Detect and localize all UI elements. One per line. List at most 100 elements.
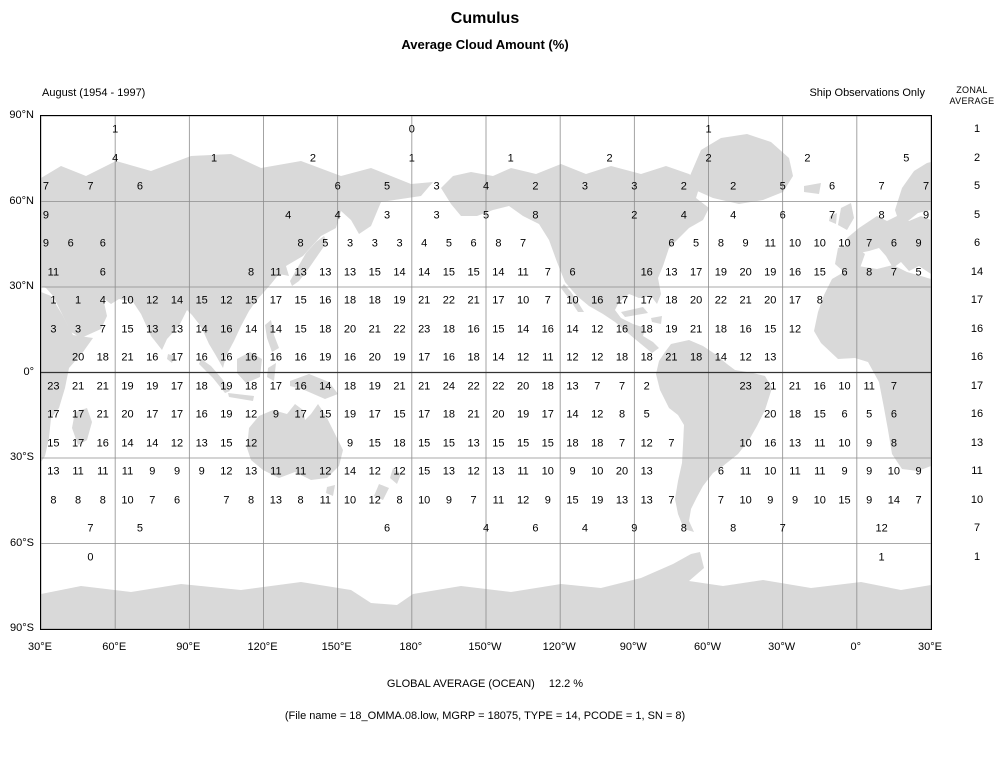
file-info-label: (File name = 18_OMMA.08.low, MGRP = 1807… xyxy=(284,710,686,722)
grid-value: 19 xyxy=(516,408,530,421)
grid-value: 16 xyxy=(294,380,307,393)
grid-value: 19 xyxy=(121,380,134,393)
grid-value: 3 xyxy=(433,180,440,193)
grid-value: 20 xyxy=(121,408,134,421)
grid-value: 8 xyxy=(878,209,885,222)
grid-value: 11 xyxy=(294,465,307,478)
grid-value: 13 xyxy=(566,380,579,393)
grid-value: 22 xyxy=(714,294,728,307)
lon-tick-label: 30°W xyxy=(768,641,796,653)
grid-value: 8 xyxy=(890,437,897,450)
grid-value: 21 xyxy=(764,380,777,393)
grid-value: 8 xyxy=(816,294,823,307)
lon-tick-label: 0° xyxy=(850,641,862,653)
grid-value: 6 xyxy=(829,180,836,193)
grid-value: 20 xyxy=(343,323,357,336)
lon-tick-label: 60°W xyxy=(693,641,722,653)
grid-value: 10 xyxy=(838,437,851,450)
global-average-value: 12.2 % xyxy=(548,678,584,690)
grid-value: 14 xyxy=(566,323,579,336)
grid-value: 9 xyxy=(173,465,181,478)
zonal-average-value: 17 xyxy=(970,379,984,392)
grid-value: 1 xyxy=(408,152,415,165)
grid-value: 11 xyxy=(121,465,134,478)
zonal-average-header: ZONAL AVERAGE xyxy=(947,85,997,107)
grid-value: 6 xyxy=(67,237,74,250)
grid-value: 16 xyxy=(343,351,357,364)
grid-value: 18 xyxy=(368,294,381,307)
grid-value: 17 xyxy=(492,294,505,307)
grid-value: 20 xyxy=(516,380,530,393)
grid-value: 7 xyxy=(594,380,601,393)
grid-value: 15 xyxy=(566,494,579,507)
grid-value: 6 xyxy=(470,237,477,250)
grid-value: 12 xyxy=(220,294,233,307)
grid-value: 14 xyxy=(319,380,332,393)
grid-value: 8 xyxy=(730,522,737,535)
grid-value: 2 xyxy=(680,180,687,193)
island-sumatra xyxy=(199,359,230,393)
island-ireland xyxy=(829,213,837,224)
continent-europe xyxy=(847,216,931,274)
grid-value: 15 xyxy=(467,266,480,279)
grid-value: 22 xyxy=(442,294,456,307)
grid-value: 9 xyxy=(346,437,354,450)
zonal-average-column: 1 2 5 5 6 14 17 16 16 17 16 13 11 10 7 1 xyxy=(930,115,998,628)
grid-value: 3 xyxy=(384,209,391,222)
grid-value: 15 xyxy=(319,408,332,421)
grid-value: 14 xyxy=(418,266,431,279)
grid-value: 4 xyxy=(482,180,490,193)
grid-value: 8 xyxy=(618,408,626,421)
grid-value: 16 xyxy=(220,323,233,336)
lon-tick-label: 60°E xyxy=(102,641,127,653)
global-average-label: GLOBAL AVERAGE (OCEAN) 12.2 % xyxy=(40,678,930,690)
grid-value: 9 xyxy=(272,408,279,421)
grid-value: 18 xyxy=(591,437,604,450)
grid-value: 9 xyxy=(631,522,638,535)
grid-value: 14 xyxy=(492,266,505,279)
grid-value: 11 xyxy=(492,494,505,507)
grid-value: 15 xyxy=(492,437,505,450)
grid-value: 9 xyxy=(569,465,576,478)
grid-value: 12 xyxy=(516,494,530,507)
grid-value: 1 xyxy=(50,294,57,307)
lat-tick-label: 30°S xyxy=(10,451,34,463)
grid-value: 12 xyxy=(516,351,530,364)
grid-value: 21 xyxy=(467,294,480,307)
grid-value: 9 xyxy=(791,494,799,507)
peninsula-iberia xyxy=(835,244,865,272)
zonal-average-value: 5 xyxy=(973,208,981,221)
grid-value: 15 xyxy=(516,437,530,450)
grid-value: 9 xyxy=(198,465,205,478)
grid-value: 13 xyxy=(764,351,777,364)
grid-value: 4 xyxy=(99,294,106,307)
grid-value: 8 xyxy=(75,494,82,507)
grid-value: 10 xyxy=(813,494,826,507)
grid-value: 16 xyxy=(640,266,653,279)
zonal-average-value: 5 xyxy=(973,180,981,193)
grid-value: 10 xyxy=(591,465,604,478)
grid-value: 11 xyxy=(270,465,282,478)
grid-value: 7 xyxy=(42,180,49,193)
lat-tick-label: 90°S xyxy=(10,622,34,634)
grid-value: 10 xyxy=(838,380,851,393)
lon-tick-label: 90°W xyxy=(619,641,647,653)
grid-value: 19 xyxy=(665,323,678,336)
grid-value: 5 xyxy=(693,237,700,250)
grid-value: 11 xyxy=(789,465,801,478)
grid-value: 18 xyxy=(566,437,579,450)
grid-value: 17 xyxy=(71,408,85,421)
grid-value: 21 xyxy=(368,323,381,336)
grid-value: 23 xyxy=(739,380,752,393)
grid-lines xyxy=(41,116,931,629)
grid-value: 17 xyxy=(640,294,653,307)
grid-value: 17 xyxy=(294,408,307,421)
grid-value: 19 xyxy=(368,380,381,393)
grid-value: 12 xyxy=(244,437,258,450)
grid-value: 4 xyxy=(112,152,119,165)
grid-value: 12 xyxy=(640,437,653,450)
grid-value: 4 xyxy=(421,237,428,250)
grid-value: 13 xyxy=(195,437,208,450)
grid-value: 8 xyxy=(248,494,255,507)
